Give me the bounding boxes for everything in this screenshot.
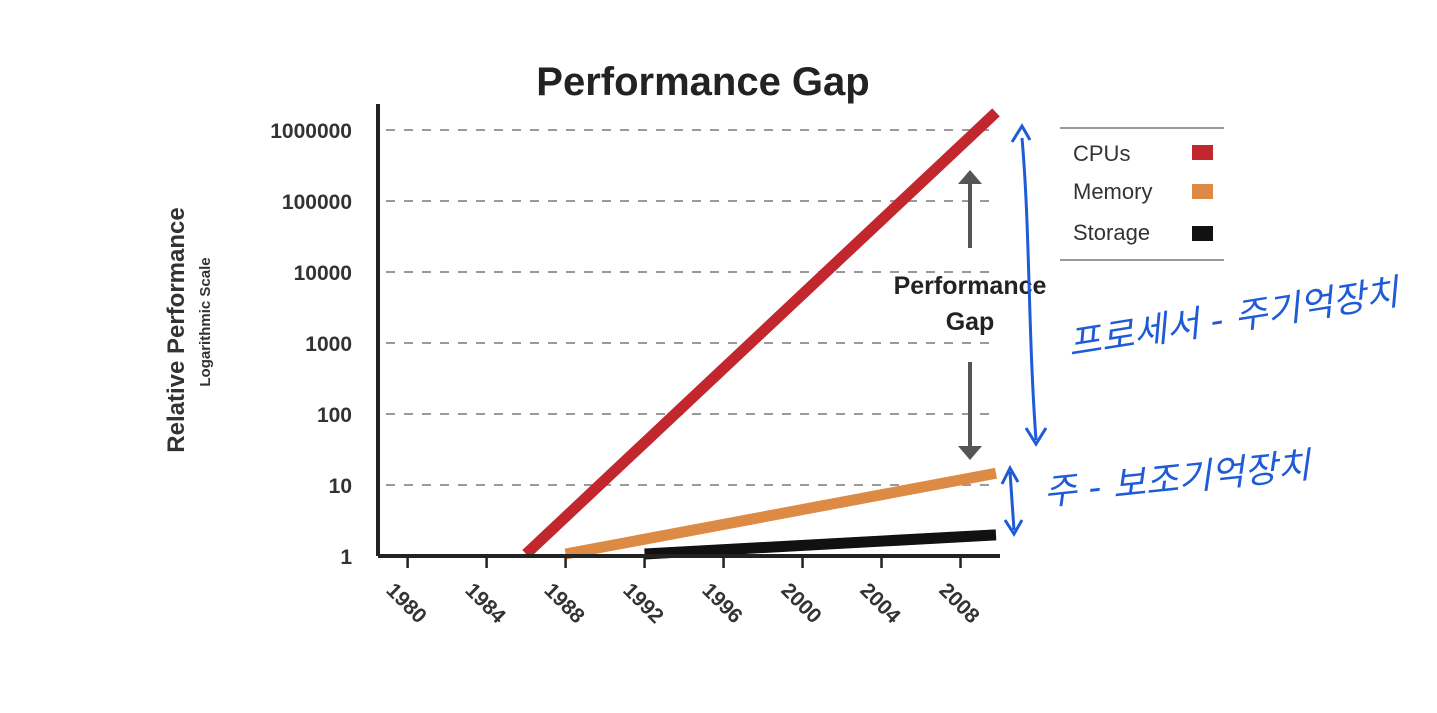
legend-swatch-storage <box>1192 226 1213 241</box>
hand-bracket-lower-bottom-head <box>1003 519 1024 537</box>
hand-note-upper: 프로세서 - 주기억장치 <box>1065 272 1404 365</box>
y-tick-label: 100 <box>317 404 352 427</box>
legend-label-cpus: CPUs <box>1073 141 1130 166</box>
y-tick-labels: 1000000 100000 10000 1000 100 10 1 <box>270 120 352 569</box>
y-axis-label: Relative Performance <box>163 207 190 452</box>
x-tick-label: 1996 <box>698 579 747 628</box>
legend: CPUs Memory Storage <box>1060 127 1224 261</box>
x-tick-label: 2000 <box>776 579 825 628</box>
y-tick-label: 100000 <box>282 191 352 214</box>
legend-label-storage: Storage <box>1073 220 1150 245</box>
grid-lines <box>386 129 996 486</box>
y-tick-label: 1000000 <box>270 120 352 143</box>
hand-bracket-upper <box>1020 137 1038 441</box>
x-tick-labels: 1980 1984 1988 1992 1996 2000 2004 2008 <box>382 579 984 629</box>
axes <box>376 104 1000 568</box>
x-tick-label: 1988 <box>540 579 590 629</box>
chart-title: Performance Gap <box>536 60 869 104</box>
y-tick-label: 10 <box>329 475 352 498</box>
series-lines <box>522 108 1000 560</box>
y-tick-label: 10000 <box>294 262 352 285</box>
hand-bracket-upper-bottom-head <box>1024 427 1048 447</box>
y-tick-label: 1 <box>340 546 352 569</box>
y-axis-sublabel: Logarithmic Scale <box>197 257 214 386</box>
x-tick-label: 1992 <box>619 579 668 628</box>
x-tick-label: 2004 <box>855 579 905 629</box>
x-tick-label: 1980 <box>382 579 431 628</box>
series-line-storage <box>644 529 997 560</box>
y-tick-label: 1000 <box>305 333 352 356</box>
hand-bracket-upper-top-head <box>1010 123 1032 143</box>
performance-gap-annotation: Performance Gap <box>894 170 1047 460</box>
x-tick-label: 1984 <box>461 579 511 629</box>
gap-label-line1: Performance <box>894 272 1047 300</box>
x-tick-label: 2008 <box>934 579 984 629</box>
gap-arrow-down-head <box>958 446 982 460</box>
legend-label-memory: Memory <box>1073 179 1152 204</box>
legend-swatch-memory <box>1192 184 1213 199</box>
series-line-cpus <box>522 108 1000 559</box>
hand-note-lower: 주 - 보조기억장치 <box>1042 445 1315 514</box>
gap-arrow-up-head <box>958 170 982 184</box>
hand-bracket-lower <box>1008 471 1016 531</box>
series-line-memory <box>564 467 998 560</box>
gap-label-line2: Gap <box>946 308 995 336</box>
hand-bracket-lower-top-head <box>1000 464 1020 485</box>
legend-swatch-cpus <box>1192 145 1213 160</box>
